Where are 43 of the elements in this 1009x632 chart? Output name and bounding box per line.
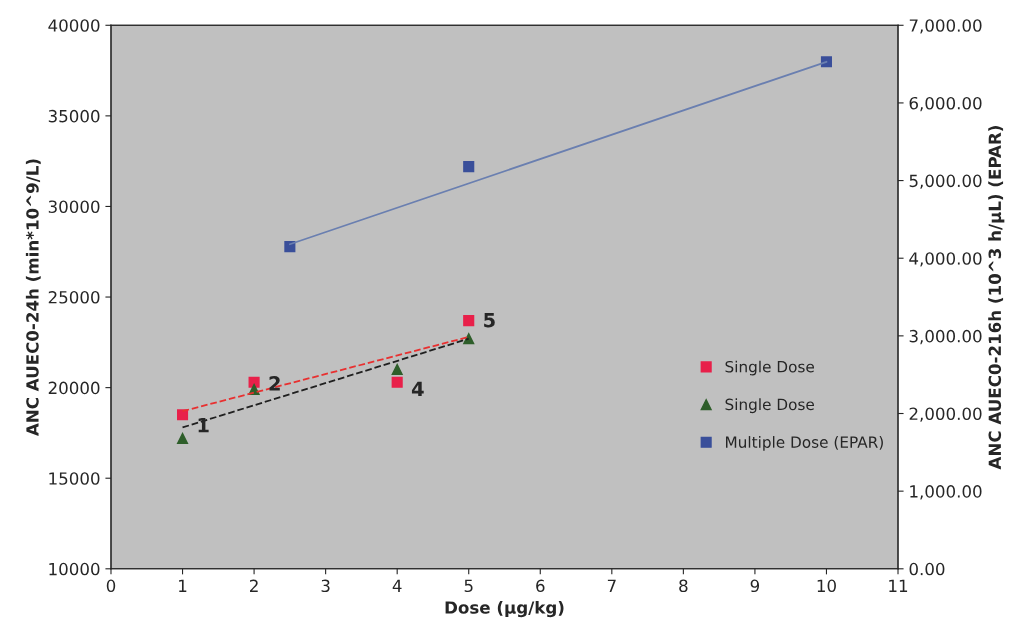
y-tick-label: 10000 [49,562,100,576]
annotation: 2 [269,376,280,391]
y2-axis-title: ANC AUEC0-216h (10^3 h/µL) (EPAR) [988,126,1005,470]
y-tick-label: 25000 [48,291,100,304]
x-tick-label: 3 [321,579,330,593]
y2-tick-label: 5,000.00 [909,174,982,189]
point [176,409,189,421]
x-axis-title: Dose (µg/kg) [445,600,564,618]
annotation: 4 [411,381,424,396]
x-tick-label: 11 [889,579,908,592]
x-tick-label: 6 [536,579,545,593]
x-tick-label: 9 [750,579,760,593]
y2-tick-label: 4,000.00 [909,252,982,267]
x-tick-label: 4 [392,579,402,592]
annotation: 1 [198,418,209,433]
point [391,363,403,376]
y2-tick-label: 6,000.00 [909,96,982,112]
y-tick-label: 15000 [49,472,100,485]
y2-tick-label: 0.00 [909,562,945,576]
x-tick-label: 2 [250,579,258,592]
x-tick-label: 1 [179,579,187,592]
y2-tick-label: 2,000.00 [909,407,982,422]
point [176,432,189,444]
point [463,161,475,173]
y2-tick-label: 7,000.00 [909,19,982,34]
y2-tick-label: 3,000.00 [909,329,982,345]
y-tick-label: 40000 [48,19,100,32]
y-tick-label: 35000 [48,109,100,123]
x-tick-label: 8 [679,579,688,593]
y-tick-label: 30000 [48,200,100,214]
x-tick-label: 7 [607,579,616,592]
legend-label: Single Dose [725,360,814,376]
x-tick-label: 0 [106,579,116,593]
y-tick-label: 20000 [48,381,100,395]
legend-label: Multiple Dose (EPAR) [726,436,883,451]
x-tick-label: 5 [464,579,473,593]
point [463,315,475,327]
x-tick-label: 10 [817,579,836,593]
point [391,376,403,388]
annotation: 5 [484,312,495,328]
y-axis-title: ANC AUEC0-24h (min*10^9/L) [25,159,41,437]
legend-label: Single Dose [725,398,814,414]
y2-tick-label: 1,000.00 [910,485,982,500]
